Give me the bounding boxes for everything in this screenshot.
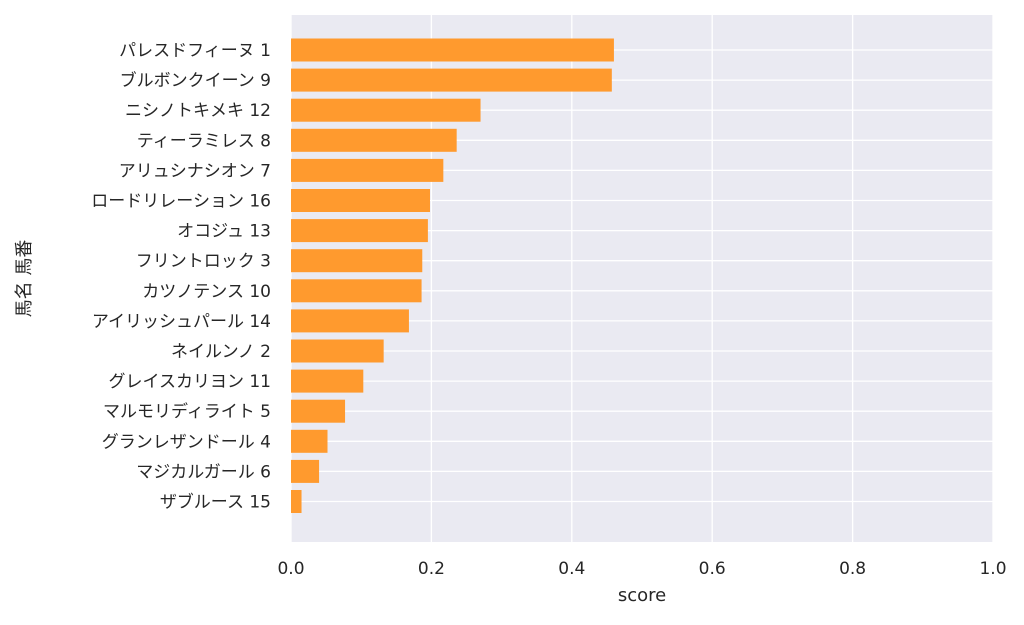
bar xyxy=(291,309,409,333)
y-tick-label: ロードリレーション 16 xyxy=(91,192,271,212)
bar xyxy=(291,158,444,182)
x-tick-label: 0.2 xyxy=(418,559,445,579)
y-tick-label: ニシノトキメキ 12 xyxy=(125,101,271,121)
y-tick-label: ティーラミレス 8 xyxy=(137,131,271,151)
x-axis-label: score xyxy=(618,585,666,606)
x-tick-label: 0.0 xyxy=(277,559,304,579)
bar xyxy=(291,219,428,243)
bar xyxy=(291,68,612,92)
y-tick-label: グランレザンドール 4 xyxy=(102,432,271,452)
y-tick-label: ザブルース 15 xyxy=(160,492,271,513)
bar xyxy=(291,490,302,513)
x-tick-label: 1.0 xyxy=(979,559,1006,579)
bar xyxy=(291,98,481,122)
x-tick-label: 0.6 xyxy=(699,559,726,579)
y-axis-label: 馬名 馬番 xyxy=(14,240,35,318)
x-tick-label: 0.4 xyxy=(558,559,585,579)
plot-background xyxy=(291,15,993,542)
y-tick-label: パレスドフィーヌ 1 xyxy=(119,41,271,61)
y-tick-label: フリントロック 3 xyxy=(136,252,271,272)
bar xyxy=(291,369,364,393)
y-tick-label: ネイルンノ 2 xyxy=(171,342,271,362)
y-tick-label: マルモリディライト 5 xyxy=(103,401,271,422)
y-tick-labels: パレスドフィーヌ 1 ブルボンクイーン 9 ニシノトキメキ 12 ティーラミレス 8 ア… xyxy=(91,41,271,513)
bar xyxy=(291,128,457,152)
bar xyxy=(291,189,430,212)
y-tick-label: ブルボンクイーン 9 xyxy=(120,70,271,91)
y-tick-label: マジカルガール 6 xyxy=(136,462,271,482)
bar xyxy=(291,399,346,423)
x-tick-label: 0.8 xyxy=(839,559,866,579)
y-tick-label: グレイスカリヨン 11 xyxy=(108,372,271,392)
bar xyxy=(291,339,384,363)
y-tick-label: アイリッシュパール 14 xyxy=(92,312,271,332)
y-tick-label: アリュシナシオン 7 xyxy=(119,161,271,181)
bar xyxy=(291,38,614,62)
bar xyxy=(291,279,422,303)
bar xyxy=(291,249,423,273)
bar xyxy=(291,459,320,483)
bars xyxy=(291,38,614,513)
x-tick-labels: 0.0 0.2 0.4 0.6 0.8 1.0 xyxy=(277,559,1006,579)
bar xyxy=(291,429,328,453)
y-tick-label: カツノテンス 10 xyxy=(142,282,271,302)
y-tick-label: オコジュ 13 xyxy=(177,222,271,242)
